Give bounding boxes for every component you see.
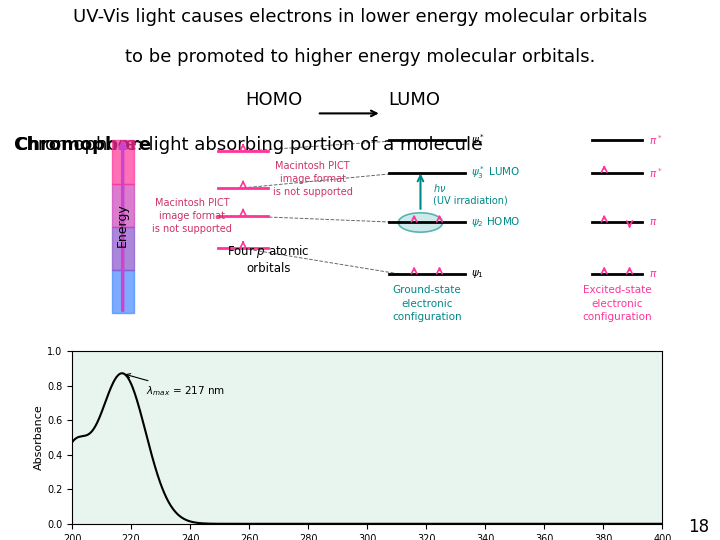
Text: $\pi$: $\pi$ xyxy=(649,218,657,227)
Ellipse shape xyxy=(398,213,443,232)
Text: $h\nu$
(UV irradiation): $h\nu$ (UV irradiation) xyxy=(433,181,508,205)
Text: Macintosh PICT
image format
is not supported: Macintosh PICT image format is not suppo… xyxy=(273,161,353,198)
Text: Four $p$ atomic
orbitals: Four $p$ atomic orbitals xyxy=(227,243,310,275)
Text: Chromophore: Chromophore xyxy=(14,136,151,154)
Text: $\pi$: $\pi$ xyxy=(649,269,657,279)
Text: $\psi_1$: $\psi_1$ xyxy=(471,268,484,280)
Text: $\psi_4^*$: $\psi_4^*$ xyxy=(471,132,485,149)
FancyArrow shape xyxy=(112,184,134,227)
Text: HOMO: HOMO xyxy=(245,91,302,109)
Text: 18: 18 xyxy=(688,517,709,536)
Text: Chromophore: light absorbing portion of a molecule: Chromophore: light absorbing portion of … xyxy=(14,136,482,154)
Text: Macintosh PICT
image format
is not supported: Macintosh PICT image format is not suppo… xyxy=(153,198,233,234)
Text: $\psi_3^*$ LUMO: $\psi_3^*$ LUMO xyxy=(471,164,521,181)
Text: $\psi_2$ HOMO: $\psi_2$ HOMO xyxy=(471,215,521,230)
FancyArrow shape xyxy=(112,270,134,313)
FancyArrow shape xyxy=(112,227,134,270)
Text: LUMO: LUMO xyxy=(388,91,440,109)
Text: to be promoted to higher energy molecular orbitals.: to be promoted to higher energy molecula… xyxy=(125,49,595,66)
Text: UV-Vis light causes electrons in lower energy molecular orbitals: UV-Vis light causes electrons in lower e… xyxy=(73,8,647,25)
FancyArrow shape xyxy=(112,140,134,184)
Text: Ground-state
electronic
configuration: Ground-state electronic configuration xyxy=(392,286,462,322)
Y-axis label: Absorbance: Absorbance xyxy=(34,404,44,470)
Text: Energy: Energy xyxy=(116,202,129,247)
Text: Excited-state
electronic
configuration: Excited-state electronic configuration xyxy=(582,286,652,322)
Text: $\lambda_{max}$ = 217 nm: $\lambda_{max}$ = 217 nm xyxy=(126,374,225,398)
Text: $\pi^*$: $\pi^*$ xyxy=(649,166,662,180)
Text: $\pi^*$: $\pi^*$ xyxy=(649,133,662,147)
